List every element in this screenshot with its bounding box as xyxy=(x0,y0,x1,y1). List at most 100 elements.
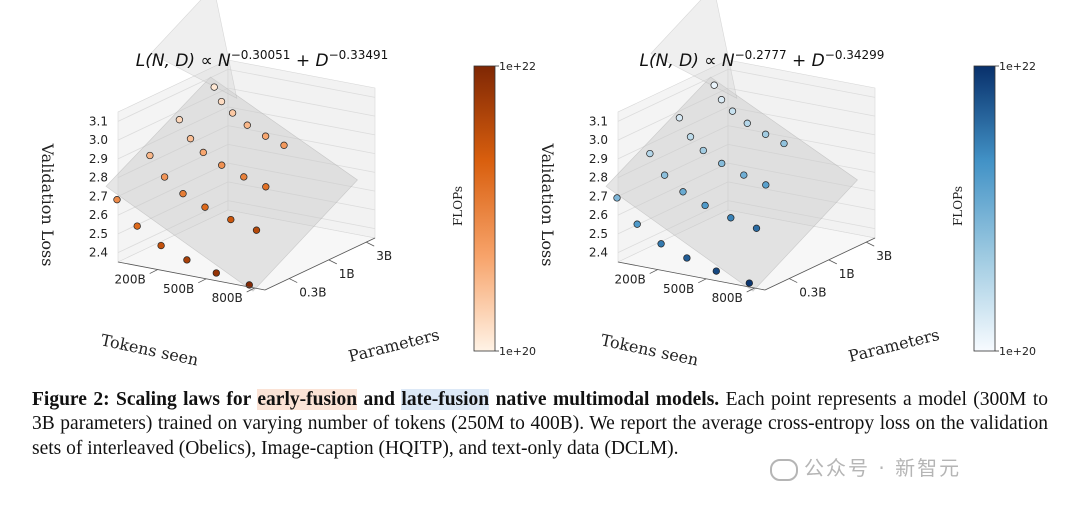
colorbar xyxy=(973,65,996,352)
x-axis-line xyxy=(117,261,266,291)
chart-late-fusion: 2.4 2.5 2.6 2.7 2.8 2.9 3.0 3.1 200B 500B 800B Toke… xyxy=(538,0,1036,370)
figure-label: Figure 2: xyxy=(32,389,110,410)
data-point xyxy=(199,148,207,157)
late-fusion-highlight: late-fusion xyxy=(401,389,490,410)
x-tick-label: 200B xyxy=(615,273,646,287)
title-exponent: −0.34299 xyxy=(825,48,885,62)
z-gridline xyxy=(617,106,876,160)
data-point xyxy=(210,83,218,91)
data-point xyxy=(243,121,251,129)
z-tick-label: 2.8 xyxy=(589,171,608,185)
y-axis-line xyxy=(764,237,876,291)
caption-body: Each point represents a model (300M to 3… xyxy=(32,389,1048,459)
data-point xyxy=(633,220,641,228)
y-tick-label: 0.3B xyxy=(799,286,826,300)
data-point xyxy=(160,173,169,181)
z-tick-label: 3.1 xyxy=(89,114,108,128)
data-point xyxy=(240,173,248,181)
data-point xyxy=(727,214,735,222)
z-gridline xyxy=(117,87,376,141)
data-point xyxy=(201,203,209,211)
z-tick-label: 2.9 xyxy=(589,152,608,166)
y-tick xyxy=(328,259,337,265)
y-tick xyxy=(828,259,837,265)
title-text: + D xyxy=(290,51,328,71)
data-point xyxy=(780,139,788,148)
z-gridline xyxy=(117,143,376,197)
data-point xyxy=(761,130,770,138)
watermark: 公众号 · 新智元 xyxy=(770,452,961,481)
z-gridline xyxy=(117,68,376,122)
z-gridline xyxy=(117,162,376,216)
data-point xyxy=(179,190,187,198)
title-exponent: −0.33491 xyxy=(329,48,389,62)
data-point xyxy=(745,279,753,287)
y-tick-label: 1B xyxy=(839,267,855,281)
data-point xyxy=(701,201,709,210)
z-tick-label: 2.7 xyxy=(589,189,608,203)
z-tick-label: 2.8 xyxy=(89,171,108,185)
data-point xyxy=(262,183,270,191)
title-exponent: −0.30051 xyxy=(231,48,291,62)
z-tick-label: 2.9 xyxy=(89,152,108,166)
data-point xyxy=(718,159,726,168)
chart-early-fusion: 2.4 2.5 2.6 2.7 2.8 2.9 3.0 3.1 200B 500B 800B Toke… xyxy=(38,0,536,370)
data-point xyxy=(613,194,621,202)
colorbar-label: FLOPs xyxy=(951,186,965,226)
y-tick-label: 1B xyxy=(339,267,355,281)
data-point xyxy=(762,181,770,189)
data-point xyxy=(679,188,687,196)
data-point xyxy=(740,171,748,179)
data-point xyxy=(212,269,220,277)
caption-bold-pre: Scaling laws for xyxy=(109,389,258,410)
x-axis-label: Tokens seen xyxy=(599,330,700,369)
z-tick-label: 2.5 xyxy=(589,227,608,241)
data-point xyxy=(660,171,669,179)
title-exponent: −0.2777 xyxy=(735,48,787,62)
title-text: + D xyxy=(787,51,825,71)
z-axis-label: Validation Loss xyxy=(538,143,557,267)
data-point xyxy=(186,135,195,143)
x-tick xyxy=(246,287,255,293)
z-gridline xyxy=(117,125,376,178)
y-tick-label: 3B xyxy=(876,249,892,263)
z-tick-label: 2.4 xyxy=(89,246,108,260)
z-gridline xyxy=(617,87,876,141)
data-point xyxy=(183,256,191,264)
y-tick xyxy=(866,241,875,247)
y-tick xyxy=(789,278,798,283)
data-point xyxy=(699,146,707,155)
x-tick xyxy=(649,269,658,274)
data-point xyxy=(743,119,751,127)
z-tick-label: 3.0 xyxy=(589,133,608,147)
colorbar-label: FLOPs xyxy=(451,186,465,226)
caption-bold-mid: and xyxy=(357,389,402,410)
colorbar xyxy=(473,65,496,352)
data-point xyxy=(133,222,141,230)
z-gridline xyxy=(117,200,376,253)
data-point xyxy=(228,109,237,117)
data-point xyxy=(683,254,691,262)
data-point xyxy=(686,133,695,141)
z-tick-label: 2.5 xyxy=(89,227,108,241)
data-point xyxy=(252,226,261,234)
data-point xyxy=(712,267,720,275)
colorbar-max-label: 1e+22 xyxy=(499,60,536,73)
z-gridline xyxy=(617,143,876,197)
watermark-text: 公众号 · 新智元 xyxy=(804,456,962,480)
early-fusion-highlight: early-fusion xyxy=(257,389,358,410)
title-text: L(N, D) ∝ N xyxy=(640,51,735,71)
z-axis-label: Validation Loss xyxy=(38,143,57,267)
z-gridline xyxy=(117,106,376,160)
z-tick-label: 2.6 xyxy=(89,208,108,222)
data-point xyxy=(227,215,235,224)
figure-caption: Figure 2: Scaling laws for early-fusion … xyxy=(32,388,1048,461)
y-tick xyxy=(289,278,298,283)
data-point xyxy=(217,97,226,106)
fitted-surface xyxy=(605,76,858,292)
z-tick-label: 3.0 xyxy=(89,133,108,147)
data-point xyxy=(218,161,226,169)
x-tick-label: 500B xyxy=(663,282,694,296)
z-gridline xyxy=(617,68,876,122)
data-point xyxy=(175,116,184,124)
